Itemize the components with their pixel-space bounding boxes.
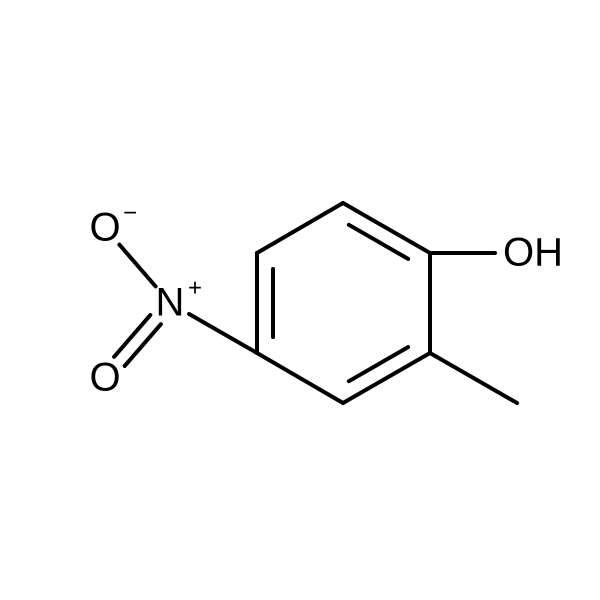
bond (349, 225, 408, 259)
atom-charge-O_up: − (123, 199, 137, 226)
atom-label-O_oh: OH (503, 231, 563, 275)
molecule-diagram: OHN+O−O (0, 0, 600, 600)
bond (257, 203, 343, 253)
bond (189, 314, 257, 353)
atom-label-O_down: O (89, 356, 120, 400)
bond (349, 347, 408, 381)
atom-charge-N: + (188, 274, 202, 301)
atom-label-N: N (156, 281, 185, 325)
bond (114, 315, 150, 357)
bond (257, 353, 343, 403)
bond (125, 324, 161, 366)
atom-label-O_up: O (89, 206, 120, 250)
bond (430, 353, 517, 403)
bond (119, 245, 155, 287)
